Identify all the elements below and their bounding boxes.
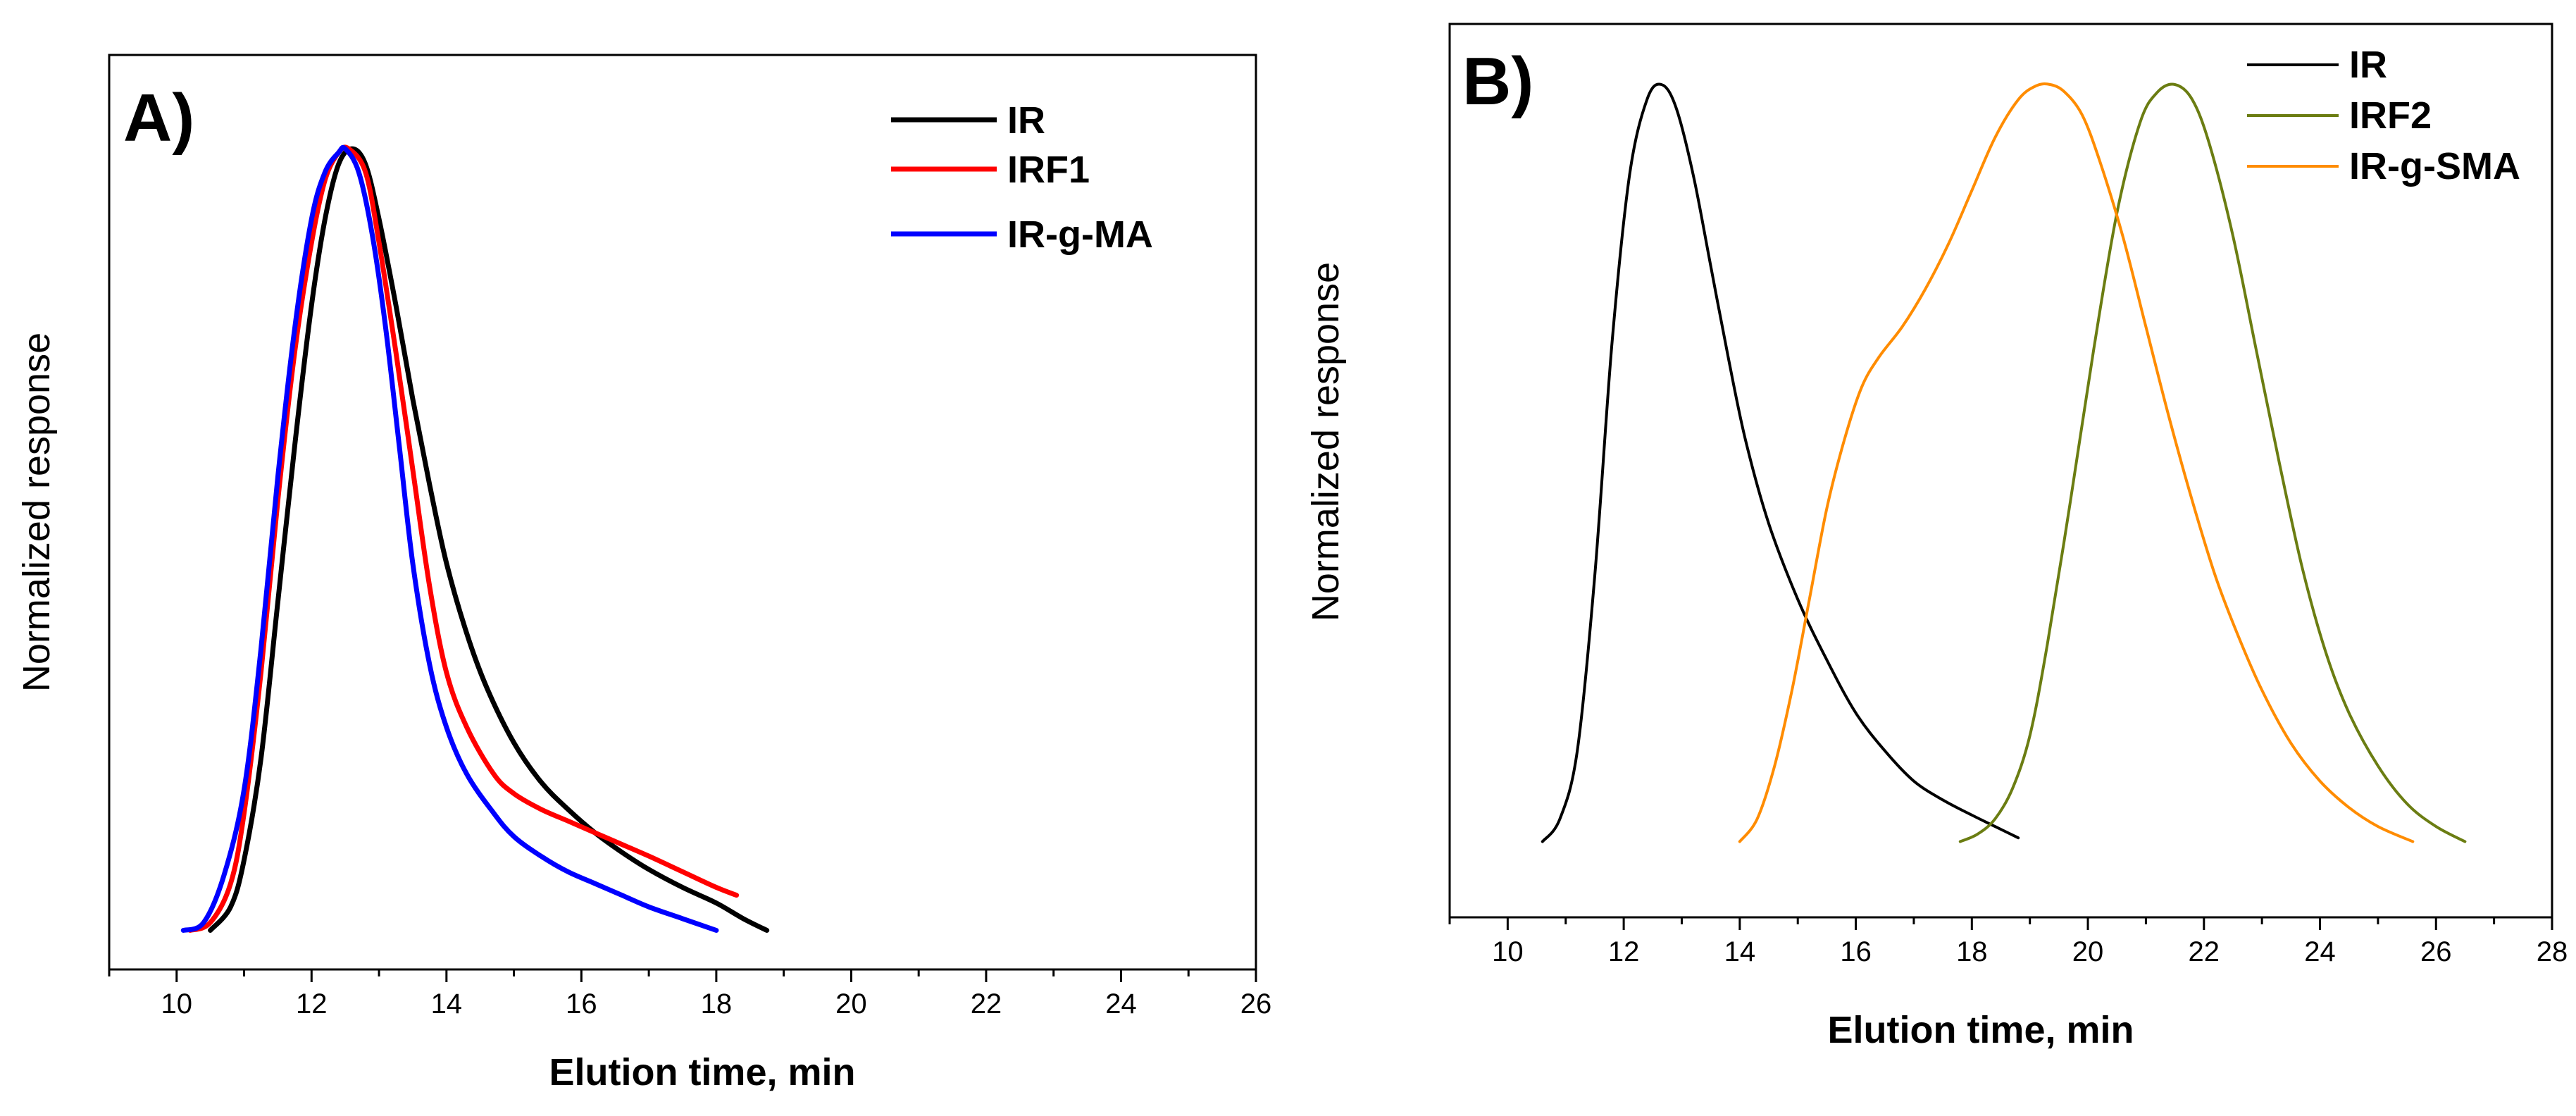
- panel-a-y-axis-label: Normalized response: [15, 333, 58, 692]
- legend-b-label-irf2: IRF2: [2349, 94, 2432, 137]
- legend-b-label-ir: IR: [2349, 44, 2387, 86]
- panel-b-x-axis-label: Elution time, min: [1827, 1009, 2134, 1051]
- series-line-ir: [1541, 82, 2020, 843]
- x-tick-label-10: 10: [161, 988, 193, 1019]
- panel-a-x-ticks: 10 12 14 16 18 20 22 24 26: [108, 969, 1272, 1019]
- panel-a-x-axis-label: Elution time, min: [549, 1051, 855, 1093]
- panel-a-legend: IR IRF1 IR-g-MA: [891, 99, 1153, 256]
- panel-a-plot-frame: [108, 54, 1257, 971]
- panel-b-series: [1541, 82, 2467, 843]
- x-tick-label-20: 20: [2072, 936, 2104, 967]
- x-tick-label-14: 14: [1724, 936, 1756, 967]
- panel-b-plot-frame: [1448, 23, 2553, 919]
- x-tick-label-14: 14: [431, 988, 463, 1019]
- x-tick-label-22: 22: [971, 988, 1002, 1019]
- x-tick-label-16: 16: [566, 988, 597, 1019]
- legend-a-label-ir-g-ma: IR-g-MA: [1007, 213, 1153, 256]
- panel-b: 10 12 14 16 18 20 22 24 26 28 B) Elution time, mi…: [1305, 23, 2568, 1051]
- x-tick-label-28: 28: [2537, 936, 2568, 967]
- x-tick-label-12: 12: [1608, 936, 1640, 967]
- x-tick-label-18: 18: [701, 988, 733, 1019]
- panel-a-label: A): [123, 80, 194, 156]
- x-tick-label-24: 24: [2304, 936, 2336, 967]
- series-line-ir: [208, 146, 770, 933]
- x-tick-label-26: 26: [1240, 988, 1272, 1019]
- x-tick-label-20: 20: [835, 988, 867, 1019]
- panel-a: 10 12 14 16 18 20 22 24 26 A) Elution time, min …: [15, 54, 1272, 1093]
- panel-b-label: B): [1462, 44, 1533, 119]
- x-tick-label-12: 12: [296, 988, 328, 1019]
- panel-b-x-ticks: 10 12 14 16 18 20 22 24 26 28: [1448, 917, 2568, 967]
- series-line-ir-g-ma: [180, 144, 719, 933]
- x-tick-label-26: 26: [2420, 936, 2452, 967]
- legend-a-label-irf1: IRF1: [1007, 149, 1090, 191]
- x-tick-label-16: 16: [1840, 936, 1872, 967]
- panel-b-legend: IR IRF2 IR-g-SMA: [2247, 44, 2520, 187]
- x-tick-label-18: 18: [1956, 936, 1988, 967]
- x-tick-label-10: 10: [1492, 936, 1524, 967]
- panel-a-series: [180, 144, 770, 933]
- legend-a-label-ir: IR: [1007, 99, 1045, 142]
- legend-b-label-ir-g-sma: IR-g-SMA: [2349, 145, 2520, 187]
- panel-b-y-axis-label: Normalized response: [1305, 262, 1347, 621]
- series-line-irf2: [1958, 82, 2467, 843]
- series-line-ir-g-sma: [1738, 82, 2415, 843]
- x-tick-label-22: 22: [2189, 936, 2220, 967]
- x-tick-label-24: 24: [1105, 988, 1137, 1019]
